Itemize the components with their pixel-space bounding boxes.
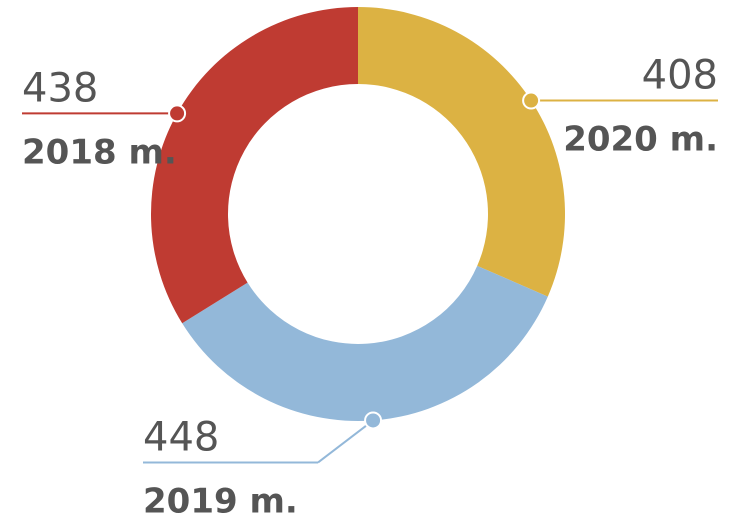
value-label: 448: [143, 414, 219, 460]
callout-dot: [168, 104, 187, 123]
value-label: 438: [22, 65, 98, 111]
leader-line: [317, 419, 374, 464]
donut-segment: [182, 265, 548, 421]
category-label: 2020 m.: [563, 120, 718, 160]
category-label: 2019 m.: [143, 481, 298, 518]
donut-segment: [150, 7, 358, 324]
callout-dot: [364, 411, 383, 430]
donut-segment: [358, 7, 565, 297]
value-label: 408: [642, 53, 718, 99]
callout-dot: [522, 91, 541, 110]
category-label: 2018 m.: [22, 132, 177, 172]
